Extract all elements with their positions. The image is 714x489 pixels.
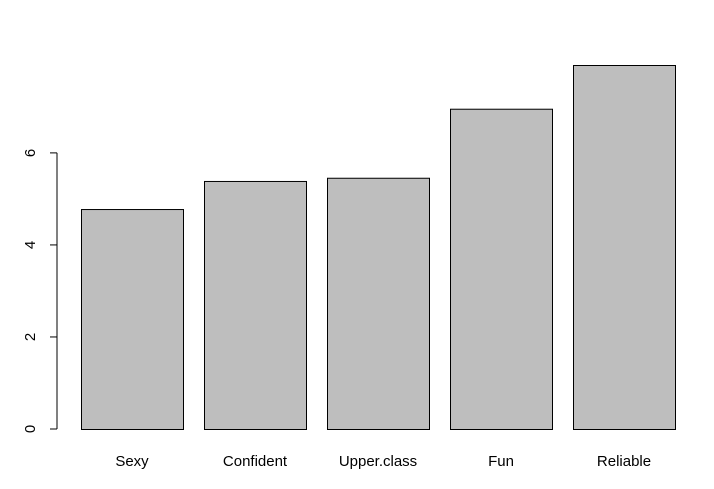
bar bbox=[573, 65, 676, 430]
bar bbox=[204, 180, 307, 430]
x-tick-label: Confident bbox=[223, 453, 288, 470]
x-tick-label: Sexy bbox=[115, 453, 149, 470]
y-tick-label: 4 bbox=[22, 241, 39, 249]
y-tick-label: 6 bbox=[22, 149, 39, 157]
y-tick-label: 2 bbox=[22, 333, 39, 341]
bar bbox=[81, 209, 184, 430]
y-tick-label: 0 bbox=[22, 425, 39, 433]
x-tick-label: Reliable bbox=[597, 453, 651, 470]
x-tick-label: Fun bbox=[488, 453, 514, 470]
bar bbox=[450, 108, 553, 430]
x-tick-label: Upper.class bbox=[339, 453, 417, 470]
bar bbox=[327, 177, 430, 430]
